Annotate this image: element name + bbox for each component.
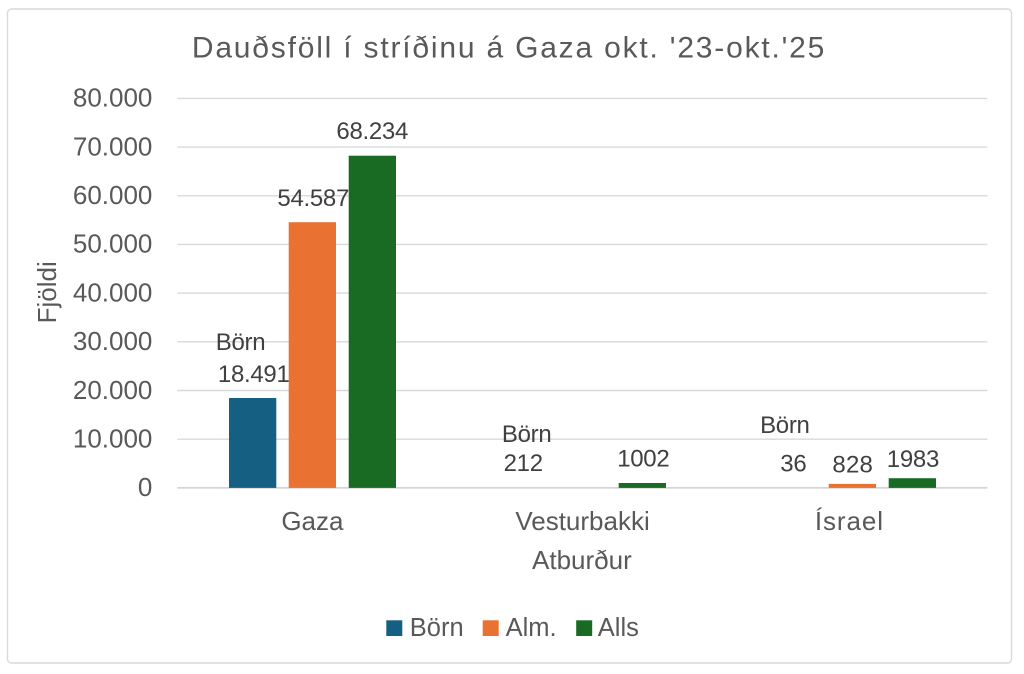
svg-text:1983: 1983 [887,446,939,473]
svg-text:828: 828 [832,451,873,478]
svg-text:40.000: 40.000 [73,277,153,307]
svg-text:Börn: Börn [410,614,464,642]
svg-text:50.000: 50.000 [73,229,153,259]
svg-text:68.234: 68.234 [336,118,408,145]
svg-text:36: 36 [780,451,806,478]
svg-text:20.000: 20.000 [73,375,153,405]
svg-text:0: 0 [138,472,152,502]
svg-text:Fjöldi: Fjöldi [32,261,62,323]
svg-text:54.587: 54.587 [277,185,349,212]
svg-text:Gaza: Gaza [281,506,344,536]
svg-text:30.000: 30.000 [73,326,153,356]
svg-text:Börn: Börn [760,412,810,439]
svg-text:Dauðsföll í stríðinu á Gaza ok: Dauðsföll í stríðinu á Gaza okt. '23-okt… [192,32,826,65]
svg-text:60.000: 60.000 [73,180,153,210]
svg-text:Börn: Börn [216,329,265,356]
svg-text:Vesturbakki: Vesturbakki [515,506,649,536]
svg-text:18.491: 18.491 [218,361,290,388]
svg-text:212: 212 [504,450,543,477]
svg-text:Alm.: Alm. [506,614,557,642]
svg-text:Alls: Alls [598,614,639,642]
svg-text:10.000: 10.000 [73,424,153,454]
svg-text:Börn: Börn [502,421,552,448]
svg-text:Atburður: Atburður [532,545,632,575]
svg-text:80.000: 80.000 [73,83,153,113]
svg-text:70.000: 70.000 [73,131,153,161]
svg-text:Ísrael: Ísrael [815,506,884,536]
svg-text:1002: 1002 [617,446,669,473]
